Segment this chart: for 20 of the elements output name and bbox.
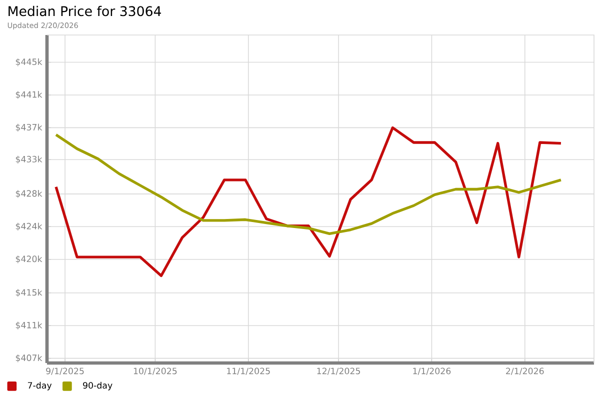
- x-tick-label: 2/1/2026: [506, 368, 544, 375]
- legend-label: 7-day: [28, 382, 52, 390]
- y-tick-label: $445k: [16, 58, 42, 66]
- y-tick-label: $433k: [16, 156, 42, 164]
- x-tick-label: 9/1/2025: [46, 368, 84, 375]
- y-tick-label: $437k: [16, 124, 42, 132]
- chart-title: Median Price for 33064: [8, 6, 162, 16]
- y-tick-label: $415k: [16, 288, 42, 297]
- x-tick-label: 12/1/2025: [317, 368, 360, 375]
- x-tick-label: 10/1/2025: [134, 368, 177, 375]
- y-tick-label: $424k: [16, 222, 42, 231]
- legend-label: 90-day: [83, 382, 112, 390]
- line-series: [54, 133, 562, 236]
- x-tick-label: 11/1/2025: [227, 368, 270, 375]
- x-tick-label: 1/1/2026: [413, 368, 451, 375]
- y-tick-label: $411k: [16, 322, 42, 330]
- y-tick-label: $428k: [16, 190, 42, 198]
- y-tick-label: $407k: [16, 354, 42, 362]
- y-tick-label: $441k: [16, 91, 42, 99]
- y-tick-label: $420k: [16, 255, 42, 264]
